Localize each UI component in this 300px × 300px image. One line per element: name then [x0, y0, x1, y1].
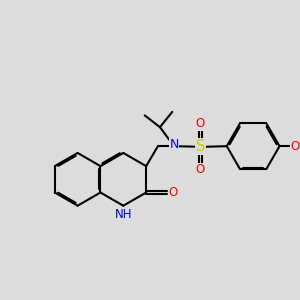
- Text: S: S: [196, 139, 205, 154]
- Text: O: O: [196, 117, 205, 130]
- Text: O: O: [169, 186, 178, 199]
- Text: N: N: [169, 138, 179, 151]
- Text: NH: NH: [115, 208, 132, 221]
- Text: O: O: [290, 140, 299, 153]
- Text: O: O: [196, 163, 205, 176]
